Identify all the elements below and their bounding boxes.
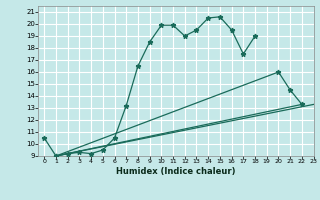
X-axis label: Humidex (Indice chaleur): Humidex (Indice chaleur) <box>116 167 236 176</box>
